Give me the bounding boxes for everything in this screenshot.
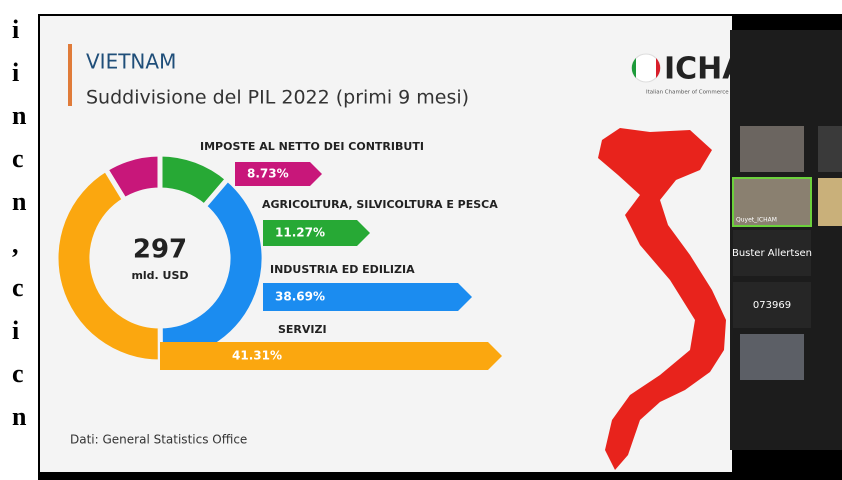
center-unit: mld. USD: [131, 269, 188, 282]
side-letter: n: [12, 187, 27, 216]
left-strip: [0, 0, 38, 480]
participant-tile[interactable]: [733, 230, 811, 276]
side-letter: i: [12, 58, 19, 87]
video-tile[interactable]: [740, 334, 804, 380]
side-letter: ,: [12, 230, 19, 259]
subtitle: Suddivisione del PIL 2022 (primi 9 mesi): [86, 87, 469, 109]
value-label: 41.31%: [232, 349, 282, 363]
side-letter: n: [12, 101, 27, 130]
side-letter: c: [12, 273, 24, 302]
vietnam-map: [598, 128, 726, 470]
video-tile[interactable]: [740, 126, 804, 172]
title-bar: [68, 44, 72, 106]
value-arrow: [235, 162, 322, 186]
video-tile[interactable]: [818, 178, 842, 226]
video-tile-active[interactable]: [732, 177, 812, 227]
value-label: 8.73%: [247, 167, 289, 181]
side-letter: i: [12, 316, 19, 345]
title: VIETNAM: [86, 50, 176, 74]
logo-tagline: Italian Chamber of Commerce i: [646, 90, 732, 96]
value-arrow: [160, 342, 502, 370]
flag-green: [631, 58, 636, 78]
video-tile[interactable]: [818, 126, 842, 172]
participant-name: Quyet_ICHAM: [736, 217, 777, 224]
side-letter: c: [12, 144, 24, 173]
category-label: SERVIZI: [278, 323, 327, 336]
center-value: 297: [133, 235, 187, 265]
value-label: 11.27%: [275, 226, 325, 240]
slide: [40, 16, 732, 472]
participant-name: Buster Allertsen: [732, 248, 812, 259]
donut-segment: [53, 165, 163, 365]
category-label: INDUSTRIA ED EDILIZIA: [270, 263, 415, 276]
source: Dati: General Statistics Office: [70, 433, 247, 447]
value-arrow: [263, 220, 370, 246]
side-letter: c: [12, 359, 24, 388]
flag-red: [656, 58, 661, 78]
side-letter: i: [12, 15, 19, 44]
category-label: AGRICOLTURA, SILVICOLTURA E PESCA: [262, 198, 498, 211]
value-arrow: [263, 283, 472, 311]
flag-circle: [631, 53, 661, 83]
top-strip: [0, 0, 842, 14]
side-letter: n: [12, 402, 27, 431]
category-label: IMPOSTE AL NETTO DEI CONTRIBUTI: [200, 140, 424, 153]
participant-name: 073969: [753, 300, 791, 311]
value-label: 38.69%: [275, 290, 325, 304]
participant-tile[interactable]: [733, 282, 811, 328]
